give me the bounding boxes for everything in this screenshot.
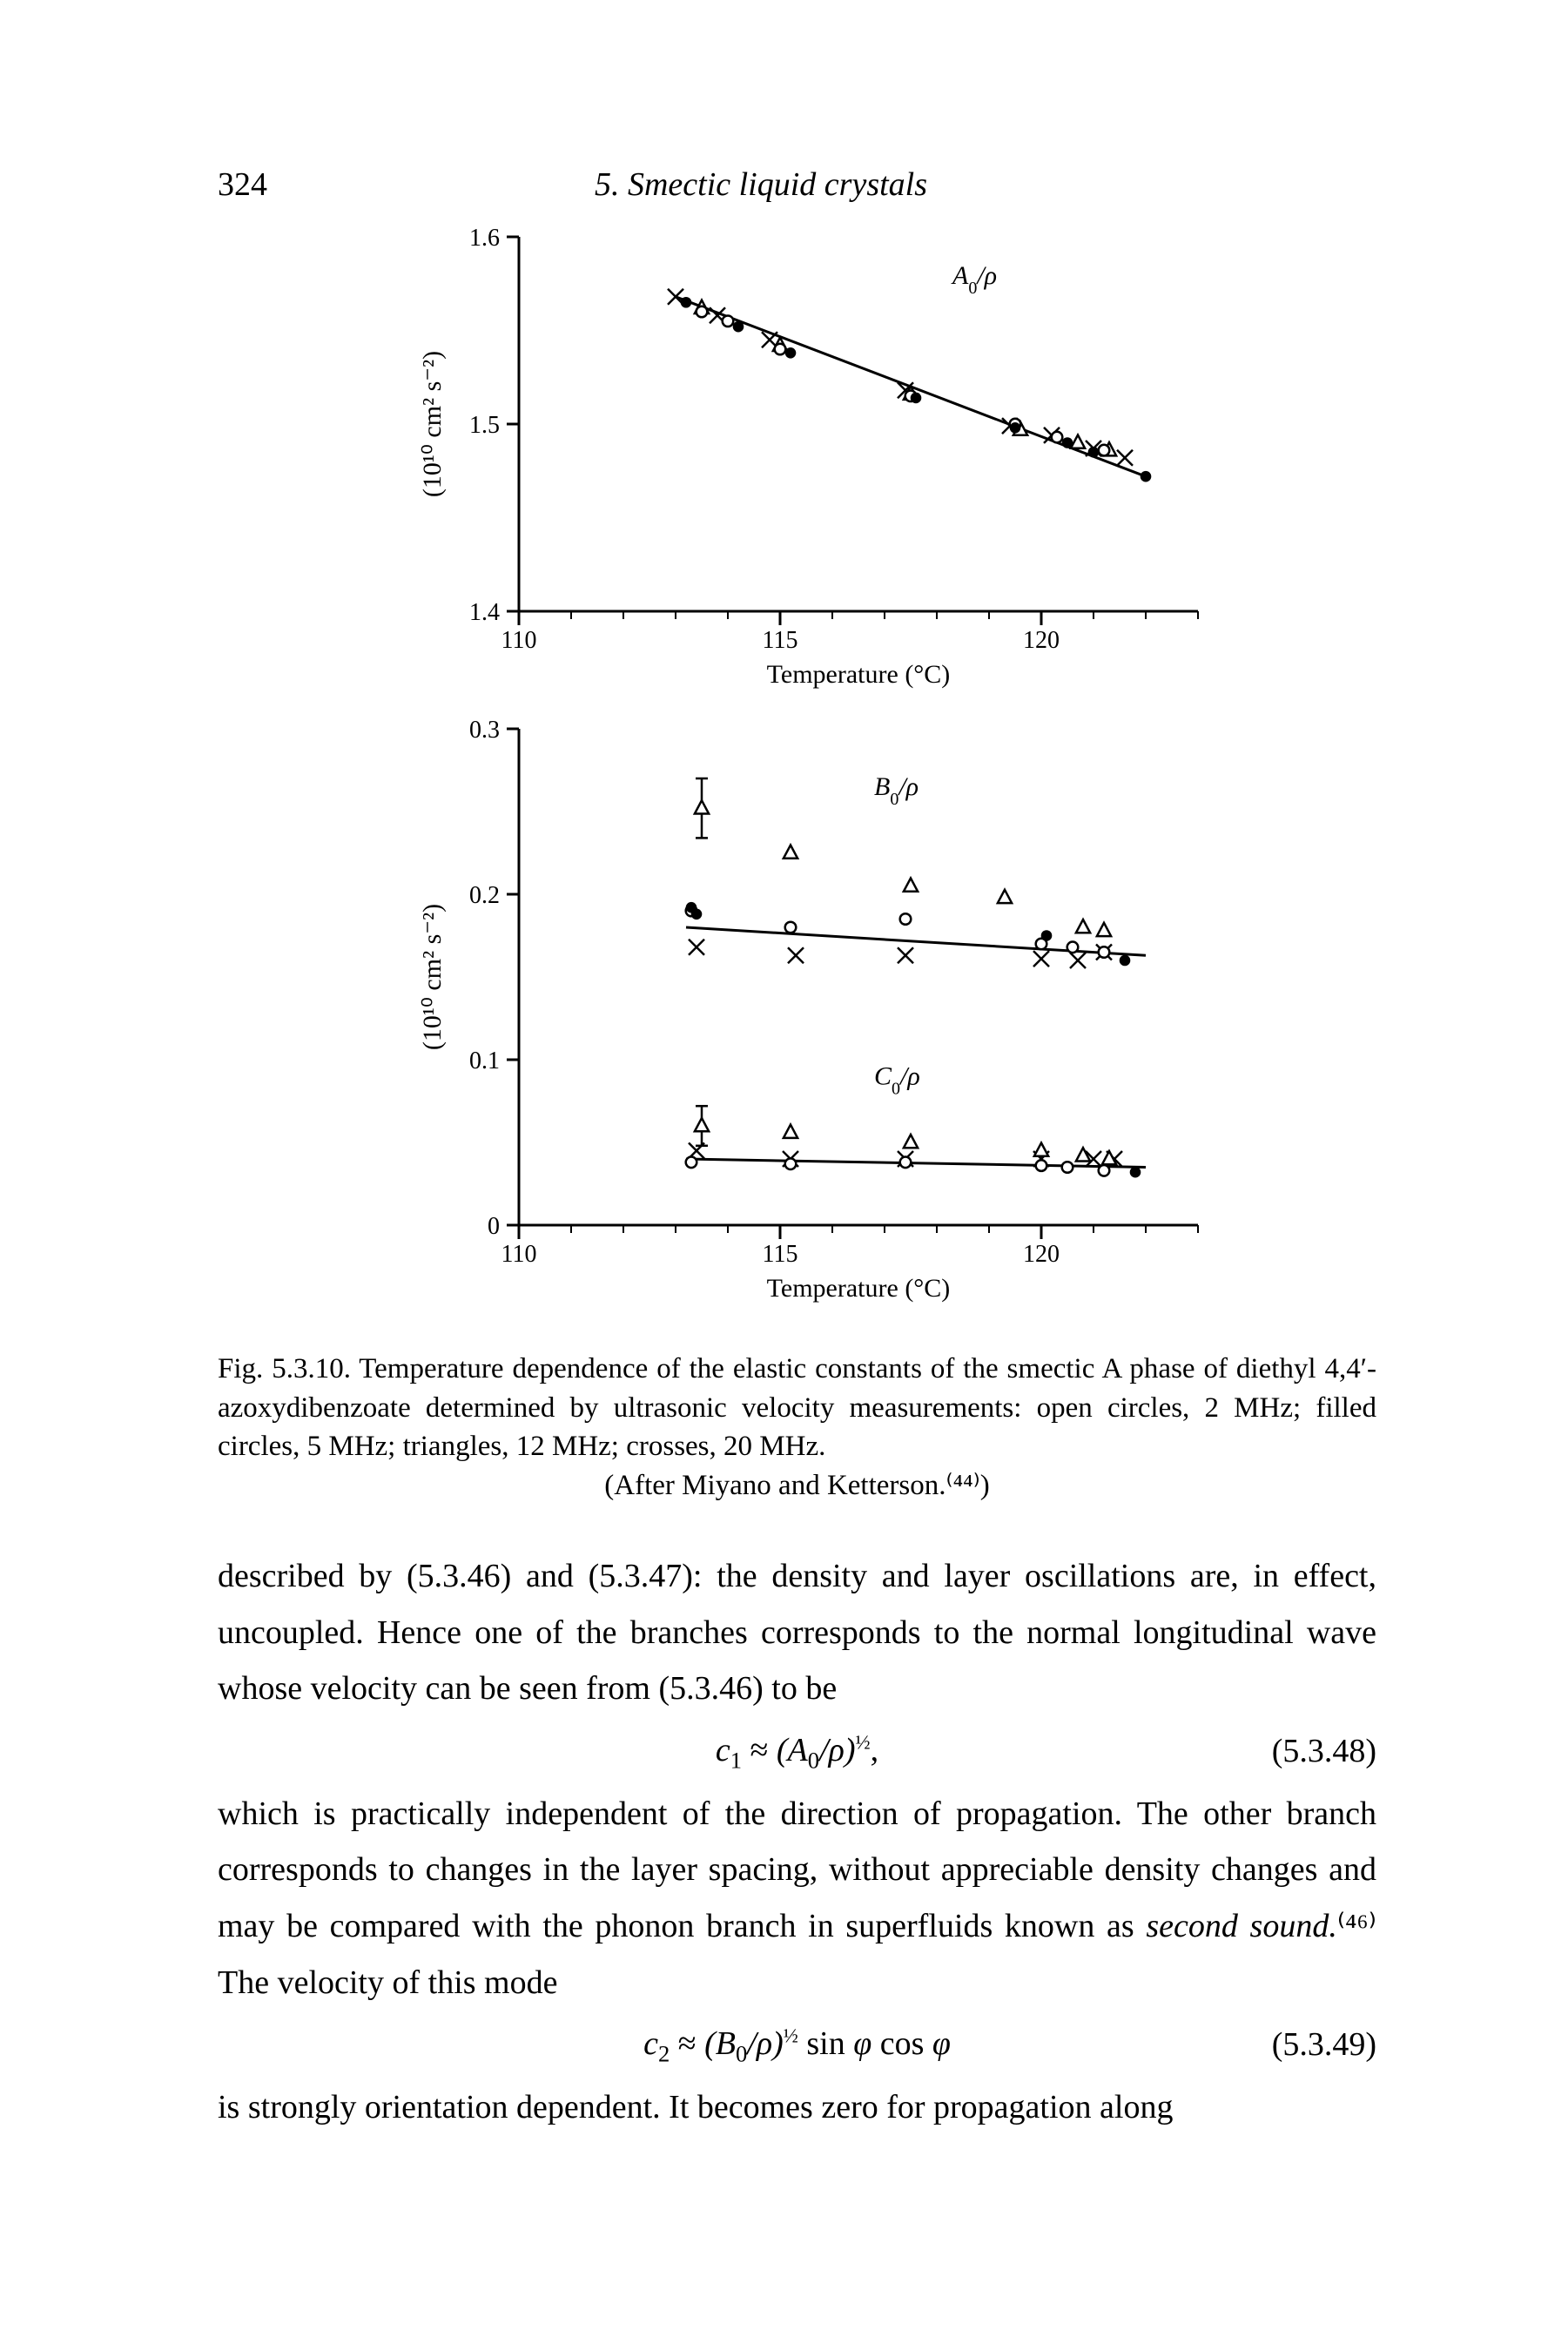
- header: 324 5. Smectic liquid crystals: [218, 165, 1376, 204]
- svg-text:B0/ρ: B0/ρ: [874, 772, 919, 809]
- chapter-title: 5. Smectic liquid crystals: [595, 165, 927, 204]
- svg-text:1.6: 1.6: [469, 225, 500, 252]
- equation-2-row: c2 ≈ (B0/ρ)½ sin φ cos φ (5.3.49): [218, 2016, 1376, 2074]
- caption-line-1: Fig. 5.3.10. Temperature dependence of t…: [218, 1353, 1376, 1462]
- para-2b-italic: second sound.: [1146, 1908, 1336, 1944]
- svg-text:120: 120: [1023, 627, 1060, 654]
- svg-text:0.3: 0.3: [469, 717, 500, 744]
- equation-2-number: (5.3.49): [1272, 2017, 1376, 2073]
- svg-text:Temperature (°C): Temperature (°C): [766, 1274, 950, 1303]
- svg-text:1.5: 1.5: [469, 412, 500, 439]
- equation-1-number: (5.3.48): [1272, 1723, 1376, 1780]
- figure-block: 1.4 1.5 1.6 110 115 120 Temperature (°C) (10¹⁰ …: [336, 219, 1259, 1325]
- page: 324 5. Smectic liquid crystals 1.4 1.5 1.6…: [0, 0, 1568, 2351]
- svg-text:1.4: 1.4: [469, 599, 500, 626]
- body-text: described by (5.3.46) and (5.3.47): the …: [218, 1548, 1376, 2135]
- para-1: described by (5.3.46) and (5.3.47): the …: [218, 1558, 1376, 1707]
- caption-line-2: (After Miyano and Ketterson.⁽⁴⁴⁾): [218, 1466, 1376, 1506]
- page-number: 324: [218, 165, 267, 204]
- chart-bottom: 0 0.1 0.2 0.3 110 115 120 Temperature (°C) (10¹⁰…: [336, 711, 1259, 1321]
- svg-text:0.2: 0.2: [469, 882, 500, 909]
- svg-text:(10¹⁰ cm² s⁻²): (10¹⁰ cm² s⁻²): [418, 904, 447, 1050]
- equation-1-row: c1 ≈ (A0/ρ)½, (5.3.48): [218, 1722, 1376, 1781]
- svg-text:115: 115: [762, 1241, 797, 1268]
- svg-text:120: 120: [1023, 1241, 1060, 1268]
- svg-text:115: 115: [762, 627, 797, 654]
- svg-text:Temperature (°C): Temperature (°C): [766, 660, 950, 689]
- figure-caption: Fig. 5.3.10. Temperature dependence of t…: [218, 1350, 1376, 1505]
- svg-text:(10¹⁰ cm² s⁻²): (10¹⁰ cm² s⁻²): [418, 351, 447, 497]
- equation-2: c2 ≈ (B0/ρ)½ sin φ cos φ: [643, 2016, 951, 2074]
- svg-text:0: 0: [488, 1213, 500, 1240]
- svg-text:110: 110: [501, 627, 536, 654]
- para-3: is strongly orientation dependent. It be…: [218, 2089, 1173, 2125]
- svg-text:110: 110: [501, 1241, 536, 1268]
- chart-top: 1.4 1.5 1.6 110 115 120 Temperature (°C) (10¹⁰ …: [336, 219, 1259, 707]
- svg-text:A0/ρ: A0/ρ: [951, 261, 997, 298]
- svg-text:C0/ρ: C0/ρ: [874, 1062, 920, 1099]
- equation-1: c1 ≈ (A0/ρ)½,: [716, 1722, 878, 1781]
- svg-text:0.1: 0.1: [469, 1048, 500, 1074]
